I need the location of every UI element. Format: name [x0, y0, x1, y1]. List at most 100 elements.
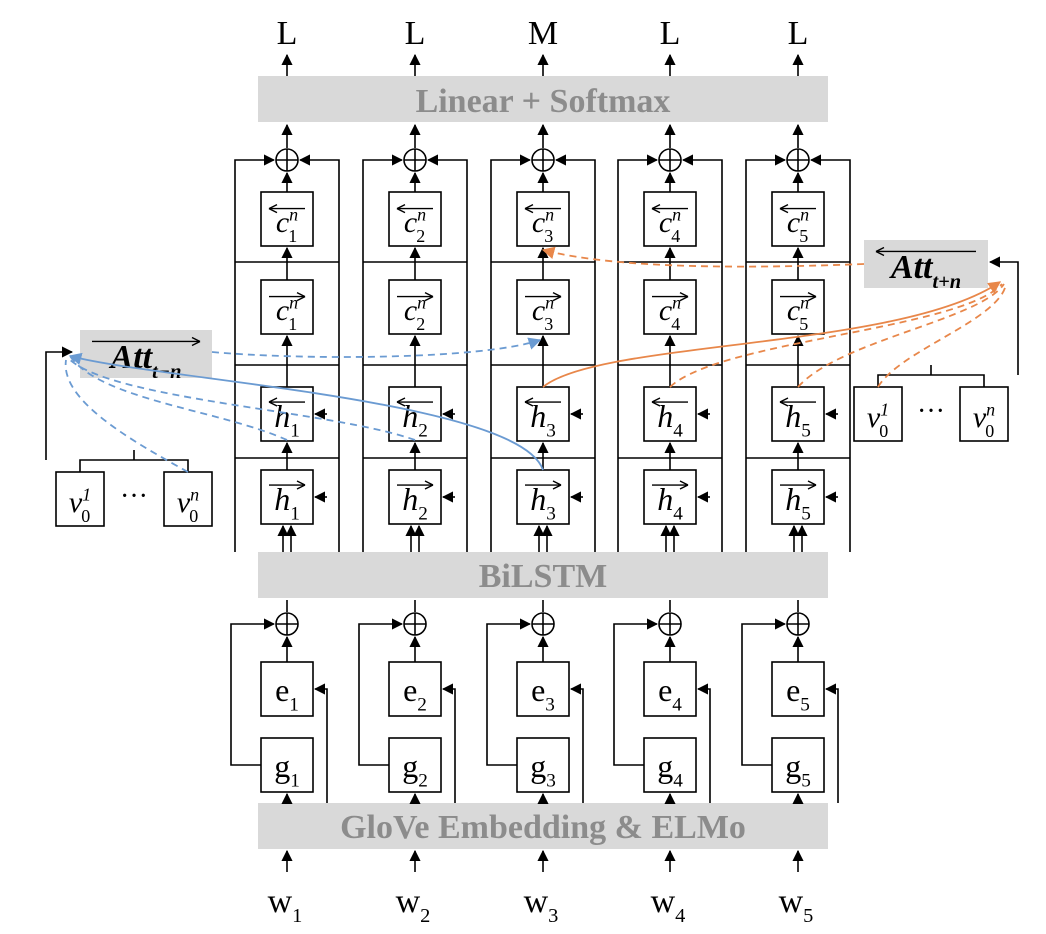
glove-label: g3 [530, 748, 556, 792]
output-sum-node [531, 148, 555, 172]
symbol-base: h [657, 481, 673, 517]
symbol-base: c [659, 294, 672, 327]
attention-left-dashed-1 [69, 355, 288, 441]
elmo-label: e1 [275, 672, 299, 716]
direction-arrow-head [268, 203, 278, 214]
symbol-subscript: 5 [803, 905, 813, 927]
symbol-subscript: t+n [932, 271, 961, 293]
direction-arrow-head [779, 397, 789, 407]
symbol-subscript: 0 [81, 506, 90, 526]
symbol-subscript: 1 [290, 504, 300, 525]
elmo-label: e5 [786, 672, 810, 716]
g-skip-line [358, 618, 404, 766]
direction-arrow-head [651, 397, 661, 407]
left-skip-line [234, 154, 276, 552]
symbol-base: e [786, 672, 800, 708]
forward-hidden-box [516, 469, 570, 525]
left-skip-line [490, 154, 532, 552]
symbol-base: h [274, 481, 290, 517]
symbol-subscript: 5 [799, 226, 808, 246]
direction-arrow-head [424, 480, 434, 490]
context-vector-box [55, 471, 105, 527]
forward-cell-box [643, 279, 697, 335]
symbol-base: g [657, 748, 673, 784]
direction-arrow-head [396, 203, 406, 214]
forward-cell-box [260, 279, 314, 335]
softmax-layer-label: Linear + Softmax [416, 83, 671, 120]
symbol-base: v [867, 401, 881, 434]
left-context-bus [45, 352, 189, 472]
symbol-base: w [396, 883, 421, 920]
elmo-box [771, 661, 825, 717]
glove-box [388, 737, 442, 793]
symbol-subscript: 5 [800, 695, 810, 716]
symbol-base: c [276, 294, 289, 327]
symbol-base: h [785, 481, 801, 517]
backward-hidden-box [388, 386, 442, 442]
symbol-subscript: 5 [801, 504, 811, 525]
ellipsis: ··· [917, 396, 945, 427]
glove-box [260, 737, 314, 793]
direction-arrow-head [396, 397, 406, 407]
symbol-subscript: 1 [292, 905, 302, 927]
forward-hidden-label: h3 [530, 481, 556, 525]
ellipsis: ··· [120, 481, 148, 512]
forward-cell-box [388, 279, 442, 335]
symbol-subscript: 4 [672, 695, 682, 716]
backward-cell-label: cn 5 [787, 205, 809, 247]
backward-hidden-box [260, 386, 314, 442]
backward-cell-box [388, 191, 442, 247]
g-skip-line [613, 618, 659, 766]
context-vector-label: vn 0 [177, 485, 199, 527]
output-label: L [660, 15, 681, 52]
symbol-base: e [403, 672, 417, 708]
attention-right-label: Attt+n [889, 249, 961, 293]
symbol-base: w [651, 883, 676, 920]
symbol-base: w [779, 883, 804, 920]
forward-cell-label: cn 3 [532, 293, 554, 335]
left-skip-line [617, 154, 659, 552]
glove-box [771, 737, 825, 793]
symbol-base: c [659, 206, 672, 239]
direction-arrow-head [779, 203, 789, 214]
direction-arrow-head [651, 203, 661, 214]
symbol-base: Att [889, 249, 934, 286]
symbol-subscript: 5 [799, 314, 808, 334]
attention-left-dashed-3 [64, 359, 189, 473]
direction-arrow-head [552, 480, 562, 490]
symbol-base: c [787, 206, 800, 239]
symbol-superscript: n [545, 293, 554, 313]
direction-arrow-head [875, 246, 885, 257]
forward-cell-label: cn 1 [276, 293, 298, 335]
symbol-subscript: 4 [675, 905, 685, 927]
direction-arrow-head [552, 291, 562, 302]
direction-arrow-head [524, 397, 534, 407]
backward-cell-box [643, 191, 697, 247]
output-sum-node [658, 148, 682, 172]
context-vector-box [163, 471, 213, 527]
backward-cell-label: cn 2 [404, 205, 426, 247]
elmo-box [643, 661, 697, 717]
symbol-superscript: 1 [82, 485, 91, 505]
symbol-base: e [658, 672, 672, 708]
input-word: w1 [268, 883, 303, 927]
symbol-base: v [177, 486, 191, 519]
attention-left-solid-source [68, 352, 544, 471]
glove-label: g1 [274, 748, 300, 792]
forward-cell-label: cn 5 [787, 293, 809, 335]
symbol-base: h [402, 398, 418, 434]
symbol-superscript: n [417, 293, 426, 313]
symbol-subscript: 4 [673, 771, 683, 792]
symbol-base: e [275, 672, 289, 708]
bilstm-layer-label: BiLSTM [479, 558, 607, 595]
direction-arrow-head [679, 480, 689, 490]
attention-left-to-cell [211, 337, 542, 358]
input-word: w4 [651, 883, 686, 927]
backward-hidden-box [771, 386, 825, 442]
symbol-superscript: n [672, 205, 681, 225]
backward-cell-label: cn 4 [659, 205, 681, 247]
left-skip-line [362, 154, 404, 552]
elmo-label: e3 [531, 672, 555, 716]
direction-arrow-head [191, 336, 201, 347]
symbol-superscript: n [800, 205, 809, 225]
